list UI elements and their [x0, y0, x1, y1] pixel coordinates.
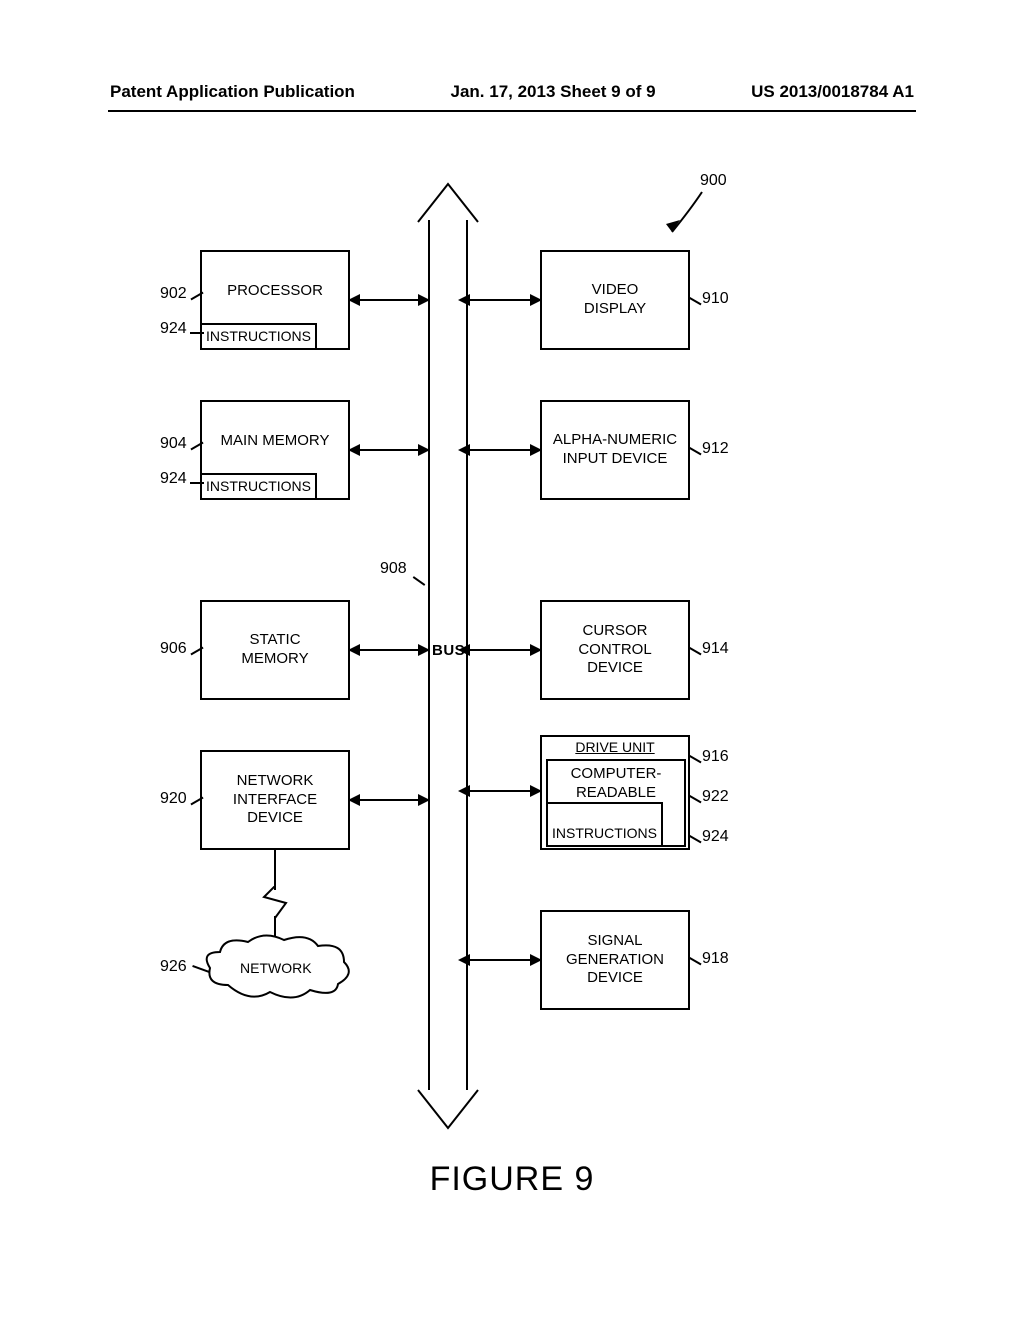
- bus-ref-tick: [413, 576, 426, 586]
- conn-static: [350, 649, 428, 651]
- signal-generation-ref: 918: [702, 950, 729, 968]
- conn-mainmem-ahead-r: [418, 444, 430, 456]
- signal-generation-box: SIGNAL GENERATION DEVICE: [540, 910, 690, 1010]
- conn-cursor-ahead-r: [530, 644, 542, 656]
- header-left: Patent Application Publication: [110, 82, 355, 102]
- page: Patent Application Publication Jan. 17, …: [0, 0, 1024, 1320]
- processor-instr-tick: [190, 332, 204, 334]
- drive-unit-ref-tick: [688, 755, 701, 764]
- main-memory-instr-ref: 924: [160, 470, 187, 488]
- network-cloud: NETWORK: [198, 930, 358, 1015]
- conn-processor-ahead-r: [418, 294, 430, 306]
- main-memory-instructions-box: INSTRUCTIONS: [200, 473, 317, 501]
- conn-netif-ahead-r: [418, 794, 430, 806]
- main-memory-ref: 904: [160, 435, 187, 453]
- conn-drive-ahead-l: [458, 785, 470, 797]
- main-memory-label: MAIN MEMORY: [221, 432, 330, 451]
- network-interface-label: NETWORK INTERFACE DEVICE: [233, 772, 317, 828]
- alnum-input-box: ALPHA-NUMERIC INPUT DEVICE: [540, 400, 690, 500]
- conn-cursor-ahead-l: [458, 644, 470, 656]
- cursor-control-label: CURSOR CONTROL DEVICE: [578, 622, 651, 678]
- conn-video-ahead-r: [530, 294, 542, 306]
- video-display-box: VIDEO DISPLAY: [540, 250, 690, 350]
- medium-ref: 922: [702, 788, 729, 806]
- network-label: NETWORK: [240, 960, 312, 976]
- video-display-ref: 910: [702, 290, 729, 308]
- cursor-control-box: CURSOR CONTROL DEVICE: [540, 600, 690, 700]
- network-ref: 926: [160, 958, 187, 976]
- conn-drive-ahead-r: [530, 785, 542, 797]
- conn-static-ahead-r: [418, 644, 430, 656]
- figure-caption: FIGURE 9: [0, 1160, 1024, 1199]
- network-link-line-1: [274, 850, 276, 890]
- processor-instructions-box: INSTRUCTIONS: [200, 323, 317, 351]
- conn-netif: [350, 799, 428, 801]
- processor-instr-ref: 924: [160, 320, 187, 338]
- signal-generation-ref-tick: [688, 957, 701, 966]
- static-memory-ref: 906: [160, 640, 187, 658]
- bus-arrowhead-top: [418, 182, 478, 222]
- drive-unit-title: DRIVE UNIT: [575, 739, 654, 757]
- medium-ref-tick: [688, 795, 701, 804]
- conn-processor: [350, 299, 428, 301]
- computer-readable-medium-box: COMPUTER- READABLE MEDIUM INSTRUCTIONS: [546, 759, 686, 847]
- video-display-label: VIDEO DISPLAY: [584, 281, 646, 319]
- drive-unit-ref: 916: [702, 748, 729, 766]
- conn-signal-ahead-r: [530, 954, 542, 966]
- conn-netif-ahead-l: [348, 794, 360, 806]
- signal-generation-label: SIGNAL GENERATION DEVICE: [566, 932, 664, 988]
- page-header: Patent Application Publication Jan. 17, …: [110, 82, 914, 102]
- header-rule: [108, 110, 916, 112]
- static-memory-box: STATIC MEMORY: [200, 600, 350, 700]
- cursor-control-ref: 914: [702, 640, 729, 658]
- header-right: US 2013/0018784 A1: [751, 82, 914, 102]
- cursor-control-ref-tick: [688, 647, 701, 656]
- system-ref: 900: [700, 172, 727, 190]
- processor-box: PROCESSOR INSTRUCTIONS: [200, 250, 350, 350]
- conn-signal-ahead-l: [458, 954, 470, 966]
- network-interface-ref: 920: [160, 790, 187, 808]
- drive-instructions-box: INSTRUCTIONS: [546, 802, 663, 847]
- conn-video-ahead-l: [458, 294, 470, 306]
- main-memory-box: MAIN MEMORY INSTRUCTIONS: [200, 400, 350, 500]
- conn-mainmem: [350, 449, 428, 451]
- video-display-ref-tick: [688, 297, 701, 306]
- conn-alnum-ahead-r: [530, 444, 542, 456]
- processor-ref: 902: [160, 285, 187, 303]
- bus-arrowhead-bottom: [418, 1088, 478, 1128]
- alnum-input-label: ALPHA-NUMERIC INPUT DEVICE: [553, 431, 677, 469]
- processor-label: PROCESSOR: [227, 282, 323, 301]
- bus-ref: 908: [380, 560, 407, 578]
- conn-mainmem-ahead-l: [348, 444, 360, 456]
- diagram: BUS 908 900 PROCESSOR INSTRUCTIONS 902 9…: [0, 190, 1024, 1190]
- conn-static-ahead-l: [348, 644, 360, 656]
- header-center: Jan. 17, 2013 Sheet 9 of 9: [451, 82, 656, 102]
- alnum-input-ref-tick: [688, 447, 701, 456]
- network-interface-box: NETWORK INTERFACE DEVICE: [200, 750, 350, 850]
- conn-processor-ahead-l: [348, 294, 360, 306]
- drive-instr-ref: 924: [702, 828, 729, 846]
- static-memory-label: STATIC MEMORY: [241, 631, 308, 669]
- main-memory-instr-tick: [190, 482, 204, 484]
- conn-alnum-ahead-l: [458, 444, 470, 456]
- alnum-input-ref: 912: [702, 440, 729, 458]
- drive-instr-ref-tick: [688, 835, 701, 844]
- system-ref-arrow: [660, 190, 720, 245]
- drive-unit-box: DRIVE UNIT COMPUTER- READABLE MEDIUM INS…: [540, 735, 690, 850]
